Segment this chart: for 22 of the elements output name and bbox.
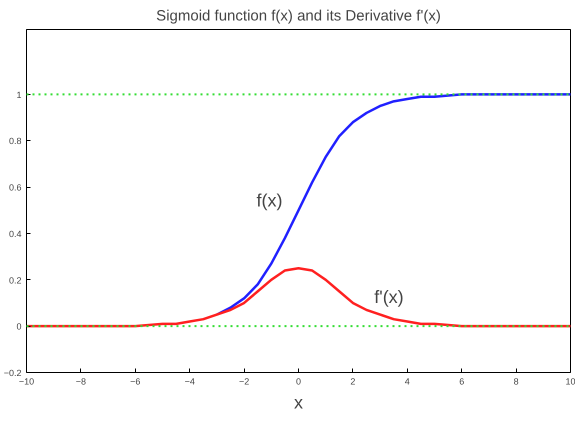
x-tick-label: −4 — [184, 376, 195, 386]
x-tick-label: −10 — [18, 376, 34, 386]
x-tick-label: 10 — [565, 376, 576, 386]
y-tick-label: 0.8 — [8, 136, 22, 146]
chart-title: Sigmoid function f(x) and its Derivative f'(x) — [156, 8, 441, 24]
x-tick-label: −8 — [76, 376, 86, 386]
x-tick-label: 0 — [296, 376, 302, 386]
x-tick-label: −6 — [130, 376, 140, 386]
y-tick-label: 0.4 — [8, 228, 22, 239]
x-tick-label: 6 — [459, 376, 464, 386]
x-axis-title: x — [294, 392, 303, 412]
annotation: f'(x) — [374, 286, 404, 307]
annotation: f(x) — [256, 190, 283, 210]
x-tick-label: 8 — [514, 376, 519, 386]
y-tick-label: 0.2 — [8, 275, 22, 286]
y-tick-label: −0.2 — [4, 368, 22, 378]
x-tick-label: 4 — [404, 376, 410, 386]
y-tick-label: 0.6 — [8, 182, 22, 193]
x-tick-label: −2 — [238, 376, 250, 386]
y-tick-label: 0 — [16, 322, 22, 332]
y-tick-label: 1 — [16, 90, 22, 100]
x-tick-label: 2 — [350, 376, 356, 386]
